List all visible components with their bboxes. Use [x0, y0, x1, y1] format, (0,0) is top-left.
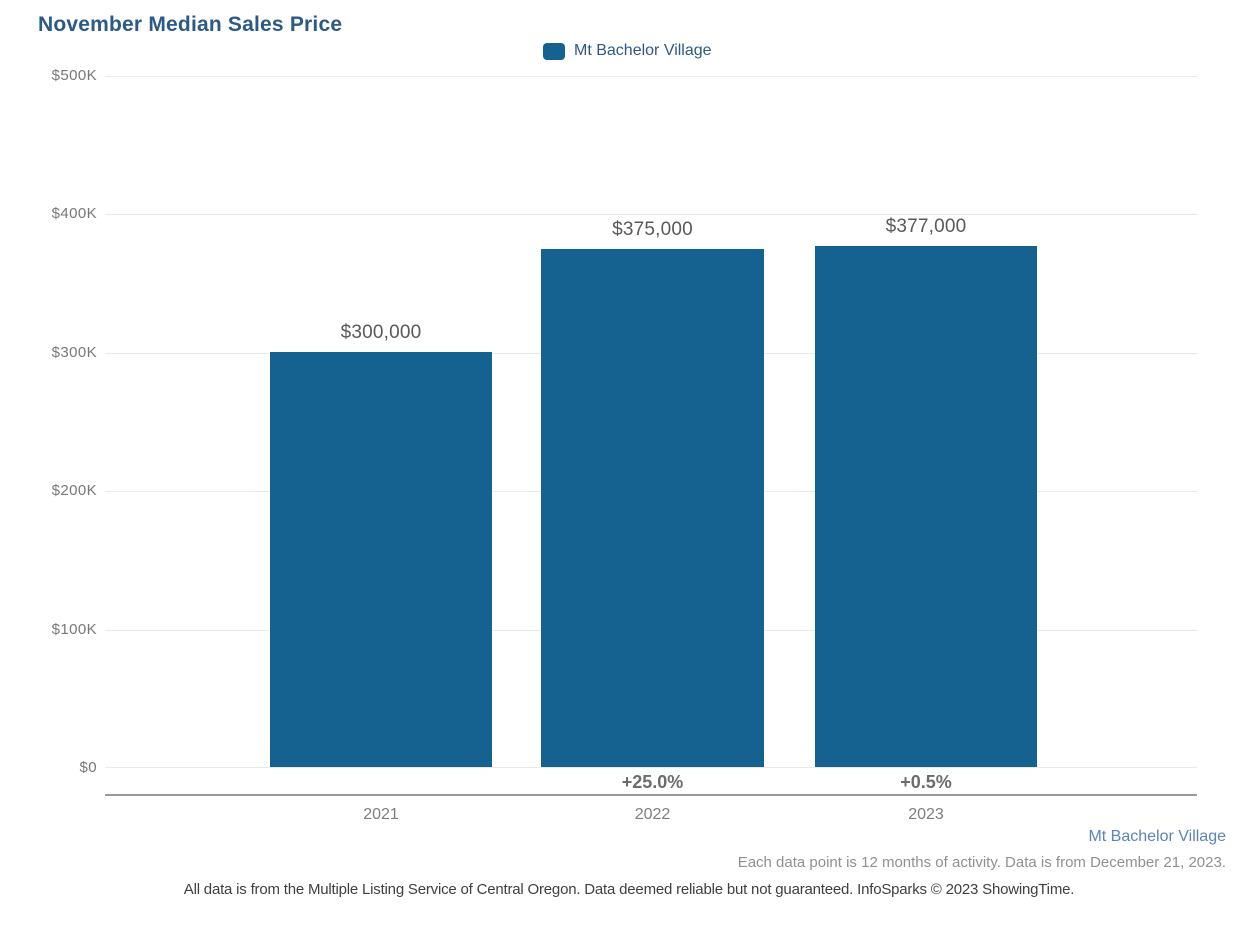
bar-2022[interactable]	[541, 249, 764, 767]
gridline	[105, 767, 1197, 768]
bar-2021[interactable]	[270, 352, 492, 767]
bar-2023[interactable]	[815, 246, 1037, 767]
legend-label: Mt Bachelor Village	[574, 42, 712, 59]
y-tick-label: $100K	[51, 621, 97, 638]
plot-area: $300,000 $375,000 $377,000	[105, 76, 1197, 768]
legend-item-mt-bachelor-village[interactable]: Mt Bachelor Village	[543, 42, 712, 60]
gridline	[105, 76, 1197, 77]
y-tick-label: $400K	[51, 205, 97, 222]
y-tick-label: $0	[79, 759, 97, 776]
bar-value-label-2023: $377,000	[885, 216, 967, 237]
pct-change-label-2023: +0.5%	[900, 772, 952, 792]
y-tick-label: $300K	[51, 344, 97, 361]
x-tick-label-2021: 2021	[363, 806, 399, 823]
chart-title: November Median Sales Price	[38, 13, 343, 36]
footer-disclaimer: All data is from the Multiple Listing Se…	[183, 881, 1075, 898]
x-axis-line	[105, 794, 1197, 796]
footer-data-note: Each data point is 12 months of activity…	[737, 854, 1226, 871]
series-swatch-icon	[543, 42, 565, 60]
bar-value-label-2022: $375,000	[612, 219, 693, 240]
footer-series-caption: Mt Bachelor Village	[1088, 828, 1226, 845]
x-tick-label-2023: 2023	[908, 806, 944, 823]
y-tick-label: $200K	[51, 482, 97, 499]
pct-change-label-2022: +25.0%	[621, 772, 684, 792]
x-tick-label-2022: 2022	[634, 806, 671, 823]
gridline	[105, 214, 1197, 215]
y-tick-label: $500K	[51, 67, 97, 84]
bar-value-label-2021: $300,000	[340, 322, 422, 343]
